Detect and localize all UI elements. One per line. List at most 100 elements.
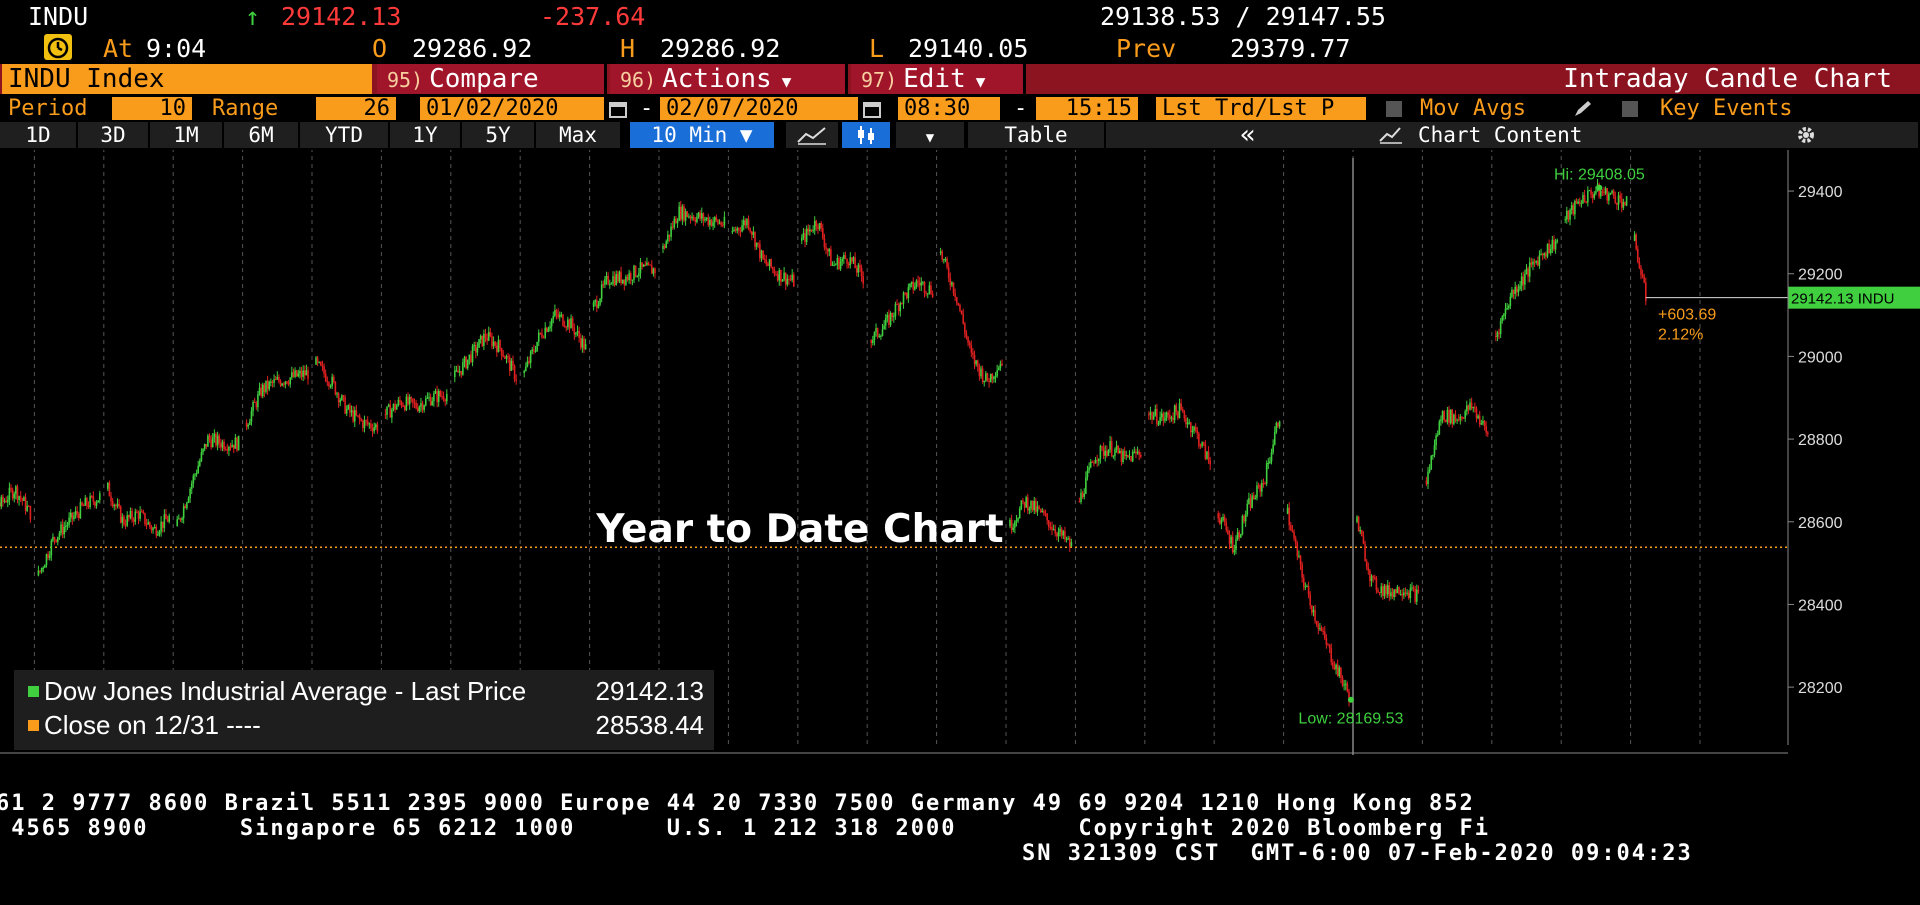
chart-content-button[interactable]: Chart Content <box>1418 123 1583 147</box>
legend-item[interactable]: Dow Jones Industrial Average - Last Pric… <box>14 674 714 708</box>
end-time-input[interactable]: 15:15 <box>1036 97 1138 120</box>
candle-body <box>617 273 619 282</box>
candle-body <box>218 435 221 444</box>
end-date-input[interactable]: 02/07/2020 <box>660 97 858 120</box>
candle-body <box>671 226 674 228</box>
calendar-icon[interactable] <box>608 99 628 119</box>
timeframe-5y[interactable]: 5Y <box>462 122 536 148</box>
intraday-candle-chart[interactable]: Hi: 29408.05 Low: 28169.53 29142.13 INDU +6… <box>0 150 1920 755</box>
candle-body <box>668 234 671 237</box>
candle-body <box>650 265 653 274</box>
candle-body <box>1556 240 1558 242</box>
candle-body <box>260 387 262 397</box>
candle-body <box>749 228 751 232</box>
candle-body <box>1322 631 1324 633</box>
candle-body <box>964 323 966 334</box>
candle-body <box>784 272 787 285</box>
candle-body <box>639 262 642 274</box>
candle-body <box>29 505 32 520</box>
candle-body <box>759 243 761 259</box>
candle-body <box>1128 455 1131 457</box>
candle-body <box>489 332 492 337</box>
timeframe-3d[interactable]: 3D <box>78 122 150 148</box>
candle-body <box>623 279 626 285</box>
candle-body <box>1454 414 1457 421</box>
candle-body <box>69 512 72 518</box>
mov-avgs-checkbox[interactable] <box>1386 101 1402 117</box>
candle-body <box>533 349 535 352</box>
edit-menu[interactable]: 97) Edit ▼ <box>851 64 1026 94</box>
candle-body <box>547 328 550 332</box>
candle-body <box>355 410 358 416</box>
candle-body <box>1314 609 1316 621</box>
timeframe-ytd[interactable]: YTD <box>300 122 390 148</box>
candle-body <box>1320 628 1323 632</box>
compare-menu[interactable]: 95) Compare <box>377 64 607 94</box>
table-button[interactable]: Table <box>968 122 1106 148</box>
range-input[interactable]: 26 <box>316 97 396 120</box>
candle-body <box>1209 460 1211 465</box>
chart-options-dropdown[interactable]: ▼ <box>896 122 966 148</box>
security-field[interactable]: INDU Index <box>2 64 372 94</box>
candle-body <box>81 502 83 506</box>
candle-body <box>1264 483 1266 485</box>
actions-menu[interactable]: 96) Actions ▼ <box>610 64 848 94</box>
candle-body <box>1191 430 1194 433</box>
interval-select[interactable]: 10 Min ▼ <box>630 122 776 148</box>
candle-body <box>39 570 41 572</box>
timeframe-1y[interactable]: 1Y <box>390 122 462 148</box>
candle-body <box>500 348 503 356</box>
candle-body <box>1265 463 1268 484</box>
calendar-icon[interactable] <box>862 99 882 119</box>
candle-body <box>52 537 54 541</box>
candle-body <box>625 276 627 285</box>
line-chart-icon[interactable] <box>786 122 840 148</box>
timeframe-1d[interactable]: 1D <box>0 122 78 148</box>
candle-body <box>849 257 852 266</box>
legend-item[interactable]: Close on 12/31 ---- 28538.44 <box>14 708 714 742</box>
candle-body <box>92 496 95 502</box>
prev-label: Prev <box>1116 34 1177 63</box>
gear-icon[interactable] <box>1794 124 1818 146</box>
candle-body <box>134 511 137 522</box>
candle-body <box>549 326 551 329</box>
candle-body <box>1572 205 1575 215</box>
start-time-input[interactable]: 08:30 <box>898 97 1000 120</box>
candle-body <box>274 379 277 381</box>
candle-body <box>297 373 300 377</box>
candle-body <box>1131 452 1134 462</box>
candle-body <box>53 537 56 540</box>
candle-body <box>44 565 46 568</box>
candle-body <box>931 293 934 298</box>
timeframe-6m[interactable]: 6M <box>224 122 300 148</box>
candle-body <box>391 409 393 418</box>
candle-body <box>1138 451 1140 455</box>
start-date-input[interactable]: 01/02/2020 <box>420 97 604 120</box>
candle-body <box>1080 492 1082 503</box>
pencil-icon[interactable] <box>1572 99 1594 119</box>
range-label: Range <box>212 96 279 121</box>
candle-body <box>818 223 821 230</box>
candle-body <box>763 259 766 261</box>
time-separator: - <box>1014 96 1028 121</box>
timeframe-1m[interactable]: 1M <box>150 122 224 148</box>
candle-body <box>1064 531 1066 540</box>
candle-body <box>1633 234 1636 241</box>
candle-body <box>1451 409 1454 424</box>
trade-type-select[interactable]: Lst Trd/Lst P <box>1156 97 1366 120</box>
candle-chart-icon[interactable] <box>842 122 892 148</box>
candle-body <box>158 531 161 535</box>
candle-body <box>407 396 409 405</box>
candle-body <box>1443 411 1445 421</box>
timeframe-max[interactable]: Max <box>536 122 622 148</box>
key-events-checkbox[interactable] <box>1622 101 1638 117</box>
candle-body <box>363 420 366 429</box>
candle-body <box>1302 577 1305 587</box>
candle-body <box>991 373 994 380</box>
clock-icon[interactable] <box>44 34 72 60</box>
candle-body <box>996 370 998 377</box>
candle-body <box>905 292 908 299</box>
candle-body <box>1398 586 1400 595</box>
period-input[interactable]: 10 <box>112 97 192 120</box>
collapse-icon[interactable]: « <box>1240 120 1256 150</box>
